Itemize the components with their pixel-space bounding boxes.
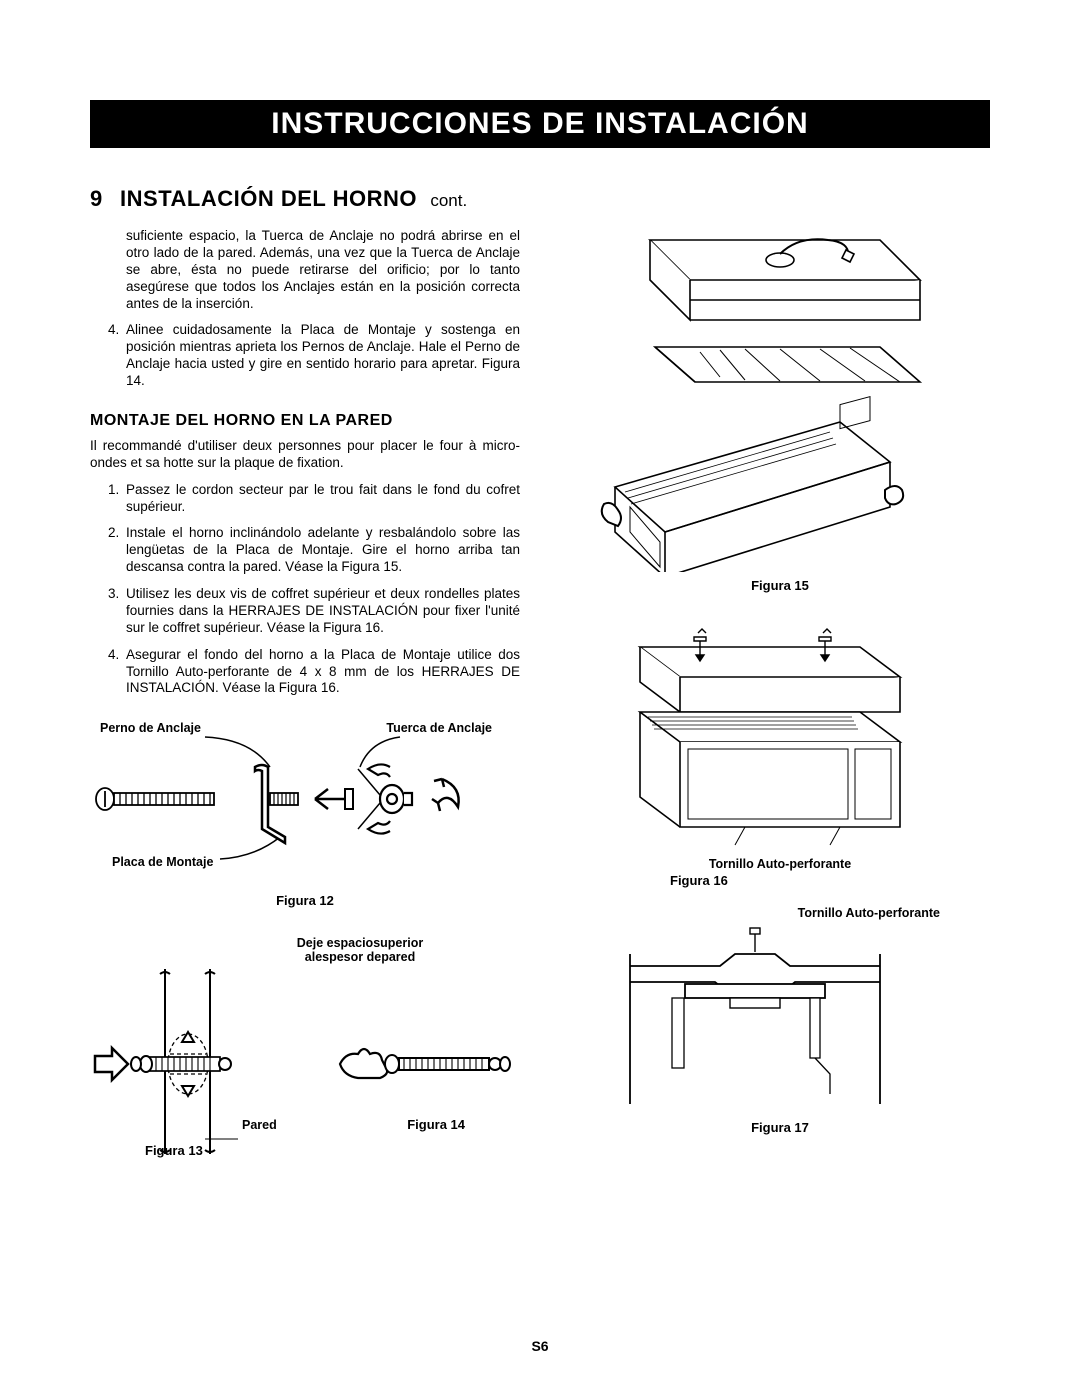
intro-paragraph: suficiente espacio, la Tuerca de Anclaje…	[126, 228, 520, 312]
list-item: 4. Asegurar el fondo del horno a la Plac…	[108, 647, 520, 698]
figure-14-caption: Figura 14	[407, 1117, 465, 1132]
label-perno: Perno de Anclaje	[100, 721, 201, 735]
label-tornillo-1: Tornillo Auto-perforante	[570, 857, 990, 871]
section-number: 9	[90, 186, 102, 211]
step-text: Asegurar el fondo del horno a la Placa d…	[126, 647, 520, 696]
label-tornillo-2: Tornillo Auto-perforante	[570, 906, 990, 920]
page-title: INSTRUCCIONES DE INSTALACIÓN	[271, 107, 808, 140]
label-placa: Placa de Montaje	[112, 855, 213, 869]
figure-16-caption: Figura 16	[570, 873, 990, 888]
label-deje2: alespesor depared	[200, 950, 520, 964]
step-marker: 1.	[108, 482, 119, 499]
step-marker: 3.	[108, 586, 119, 603]
figure-15-caption: Figura 15	[570, 578, 990, 593]
section-heading: 9 INSTALACIÓN DEL HORNO cont.	[90, 186, 990, 212]
section-title: INSTALACIÓN DEL HORNO	[120, 186, 417, 211]
figure-16: Tornillo Auto-perforante Figura 16	[570, 627, 990, 888]
step-text: Instale el horno inclinándolo adelante y…	[126, 525, 520, 574]
list-item: 4. Alinee cuidadosamente la Placa de Mon…	[108, 322, 520, 390]
page-title-bar: INSTRUCCIONES DE INSTALACIÓN	[90, 100, 990, 148]
step-text: Utilisez les deux vis de coffret supérie…	[126, 586, 520, 635]
step-marker: 4.	[108, 322, 119, 339]
figure-17-caption: Figura 17	[570, 1120, 990, 1135]
figure-17: Tornillo Auto-perforante	[570, 906, 990, 1135]
label-tuerca: Tuerca de Anclaje	[386, 721, 492, 735]
figure-13-14: Deje espaciosuperior alespesor depared	[90, 936, 520, 1164]
figure-12-caption: Figura 12	[90, 893, 520, 908]
figure-13-caption: Figura 13	[145, 1143, 203, 1158]
section-cont: cont.	[430, 191, 467, 210]
step-text: Alinee cuidadosamente la Placa de Montaj…	[126, 322, 520, 388]
sub-intro: Il recommandé d'utiliser deux personnes …	[90, 438, 520, 472]
label-deje1: Deje espaciosuperior	[200, 936, 520, 950]
list-item: 2. Instale el horno inclinándolo adelant…	[108, 525, 520, 576]
figure-12: Perno de Anclaje Tuerca de Anclaje Placa…	[90, 719, 520, 908]
list-item: 1. Passez le cordon secteur par le trou …	[108, 482, 520, 516]
page-number: S6	[0, 1338, 1080, 1354]
step-marker: 2.	[108, 525, 119, 542]
list-item: 3. Utilisez les deux vis de coffret supé…	[108, 586, 520, 637]
sub-heading: MONTAJE DEL HORNO EN LA PARED	[90, 412, 520, 430]
step-marker: 4.	[108, 647, 119, 664]
step-text: Passez le cordon secteur par le trou fai…	[126, 482, 520, 514]
label-pared: Pared	[242, 1118, 277, 1132]
figure-15: Figura 15	[570, 232, 990, 593]
